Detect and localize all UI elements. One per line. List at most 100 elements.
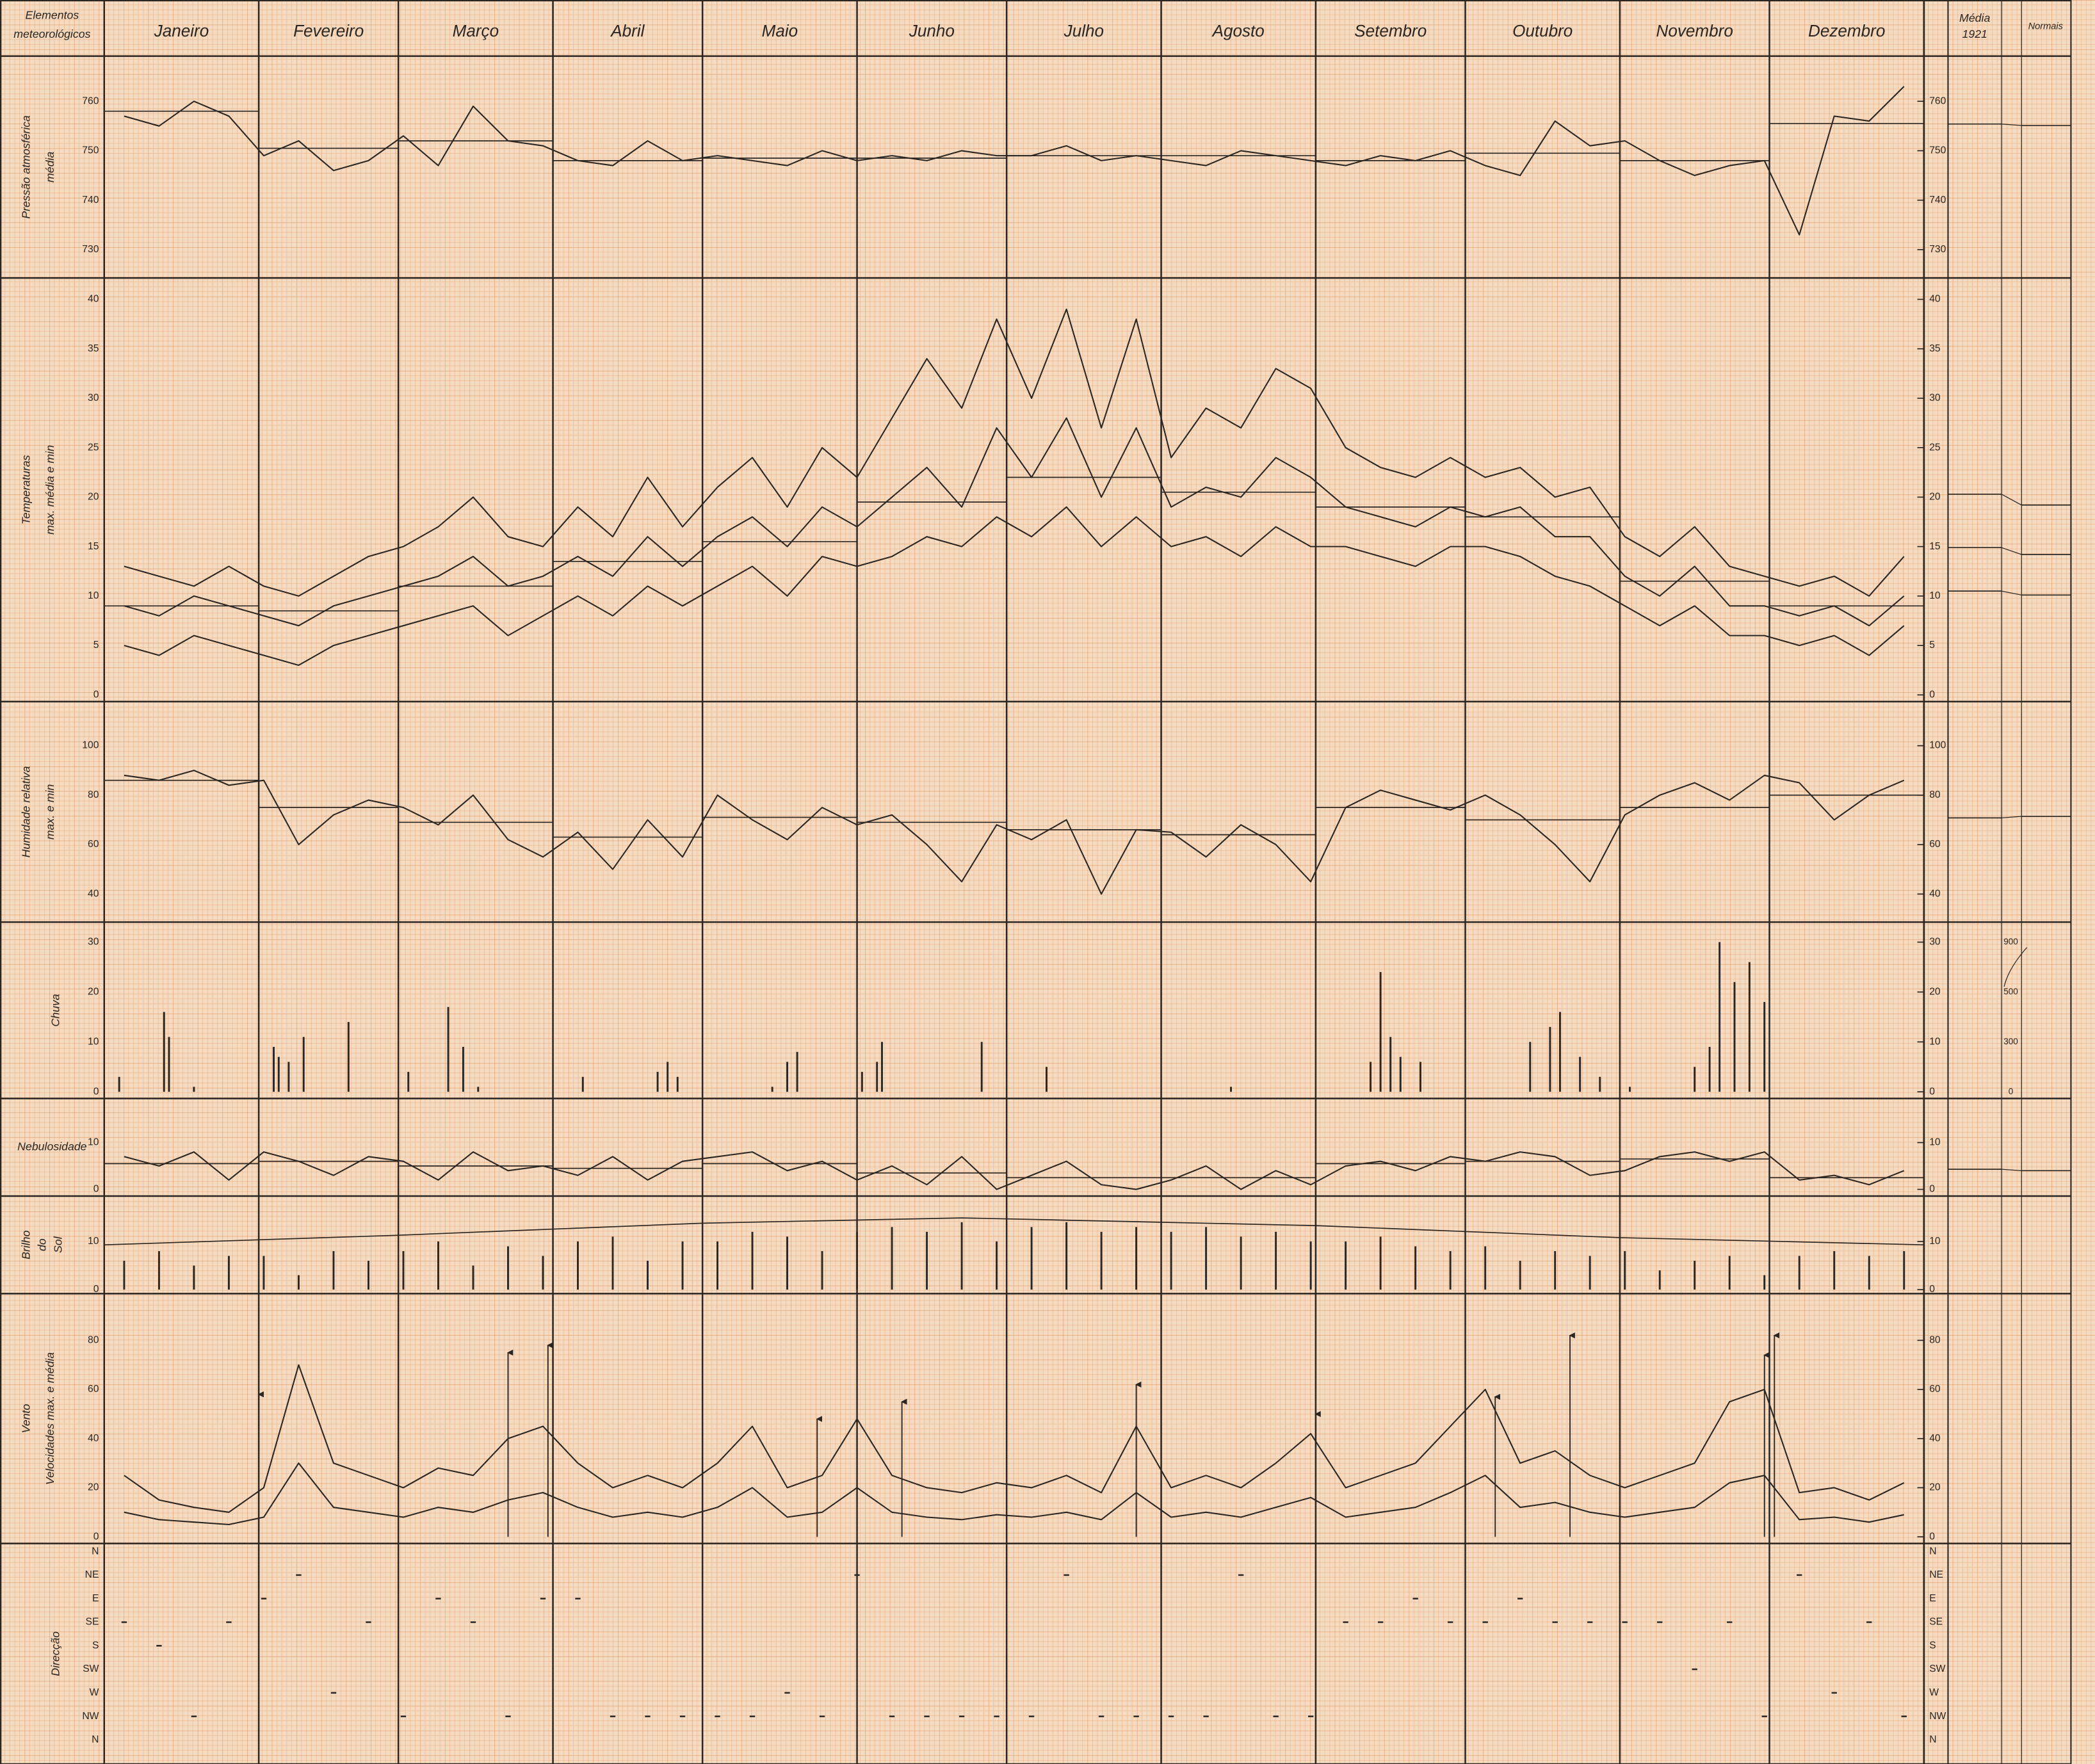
y-axis-label: max. e min	[44, 784, 56, 839]
y-tick-label: 80	[88, 789, 99, 800]
month-label: Março	[453, 21, 499, 40]
y-tick-label: N	[92, 1546, 99, 1557]
y-tick-label: 35	[88, 343, 99, 354]
y-tick-label: 0	[93, 1531, 99, 1542]
month-label: Fevereiro	[293, 21, 364, 40]
y-tick-label: 750	[1929, 145, 1946, 156]
data-line	[124, 417, 1905, 627]
mean-scale-label: 900	[2003, 937, 2018, 946]
media-header: 1921	[1962, 28, 1987, 40]
y-tick-label: 80	[1929, 789, 1941, 800]
y-tick-label: S	[1929, 1640, 1936, 1651]
y-tick-label: 10	[88, 590, 99, 601]
y-tick-label: 15	[88, 541, 99, 552]
y-tick-label: 40	[1929, 294, 1941, 305]
mean-connector	[2001, 1169, 2022, 1171]
y-tick-label: N	[1929, 1735, 1936, 1745]
y-tick-label: 740	[82, 195, 99, 206]
y-tick-label: 5	[93, 640, 99, 651]
header-label: Elementos	[26, 9, 79, 22]
mean-connector	[2001, 124, 2022, 126]
y-tick-label: W	[90, 1687, 99, 1698]
month-label: Outubro	[1512, 21, 1573, 40]
y-tick-label: 740	[1929, 195, 1946, 206]
y-tick-label: 10	[1929, 1137, 1941, 1148]
y-axis-label: Temperaturas	[19, 455, 32, 524]
y-axis-label: Sol	[52, 1236, 65, 1253]
y-tick-label: 10	[1929, 1236, 1941, 1247]
y-tick-label: 30	[88, 392, 99, 403]
normais-header: Normais	[2028, 22, 2063, 32]
y-tick-label: W	[1929, 1687, 1939, 1698]
header-label: meteorológicos	[13, 28, 90, 40]
y-tick-label: 20	[1929, 492, 1941, 503]
month-label: Junho	[909, 21, 955, 40]
y-tick-label: NE	[85, 1569, 99, 1580]
data-line	[124, 1364, 1905, 1513]
y-tick-label: SW	[1929, 1663, 1945, 1674]
y-tick-label: 25	[1929, 442, 1941, 453]
y-axis-label: do	[35, 1238, 48, 1251]
y-tick-label: 5	[1929, 640, 1935, 651]
y-tick-label: SW	[83, 1663, 99, 1674]
y-tick-label: 0	[1929, 1184, 1935, 1195]
mean-scale-curve	[2003, 947, 2028, 987]
y-tick-label: 40	[1929, 888, 1941, 899]
y-tick-label: 20	[1929, 1482, 1941, 1493]
y-tick-label: 15	[1929, 541, 1941, 552]
month-label: Dezembro	[1808, 21, 1885, 40]
y-tick-label: 35	[1929, 343, 1941, 354]
y-tick-label: 760	[82, 95, 99, 106]
y-tick-label: 30	[1929, 392, 1941, 403]
y-tick-label: 40	[88, 1433, 99, 1444]
data-line	[124, 770, 1905, 895]
y-tick-label: 80	[1929, 1334, 1941, 1345]
y-tick-label: 0	[1929, 1086, 1935, 1097]
y-tick-label: E	[1929, 1593, 1936, 1604]
y-tick-label: 60	[88, 839, 99, 850]
y-tick-label: 100	[1929, 740, 1946, 751]
y-tick-label: S	[92, 1640, 99, 1651]
media-header: Média	[1959, 12, 1990, 24]
y-tick-label: 10	[88, 1236, 99, 1247]
mean-connector	[2001, 590, 2022, 595]
y-tick-label: 760	[1929, 95, 1946, 106]
mean-connector	[2001, 494, 2022, 506]
y-tick-label: 730	[1929, 244, 1946, 255]
y-axis-label: Chuva	[49, 994, 61, 1026]
y-axis-label: Nebulosidade	[17, 1140, 86, 1153]
y-tick-label: 60	[88, 1384, 99, 1395]
mean-scale-label: 500	[2003, 987, 2018, 996]
y-tick-label: 0	[93, 1284, 99, 1295]
y-tick-label: N	[92, 1735, 99, 1745]
y-tick-label: NE	[1929, 1569, 1943, 1580]
y-tick-label: 0	[93, 1184, 99, 1195]
y-axis-label: Velocidades max. e média	[44, 1352, 56, 1485]
y-tick-label: 0	[1929, 689, 1935, 700]
y-tick-label: 40	[88, 294, 99, 305]
y-tick-label: SE	[1929, 1617, 1943, 1628]
data-line	[124, 1462, 1904, 1526]
y-tick-label: 40	[88, 888, 99, 899]
y-tick-label: 25	[88, 442, 99, 453]
y-tick-label: 80	[88, 1334, 99, 1345]
y-axis-label: max. média e min	[44, 445, 56, 535]
y-tick-label: 100	[82, 740, 99, 751]
y-tick-label: 0	[93, 689, 99, 700]
y-tick-label: NW	[82, 1711, 99, 1722]
data-line	[124, 1151, 1905, 1190]
mean-scale-label: 300	[2003, 1037, 2018, 1046]
month-label: Janeiro	[154, 21, 209, 40]
y-tick-label: 60	[1929, 1384, 1941, 1395]
y-tick-label: SE	[86, 1617, 99, 1628]
y-axis-label: Vento	[19, 1404, 32, 1434]
y-axis-label: média	[44, 152, 56, 182]
y-tick-label: 0	[1929, 1284, 1935, 1295]
y-tick-label: 730	[82, 244, 99, 255]
y-tick-label: E	[92, 1593, 99, 1604]
y-tick-label: 0	[1929, 1531, 1935, 1542]
